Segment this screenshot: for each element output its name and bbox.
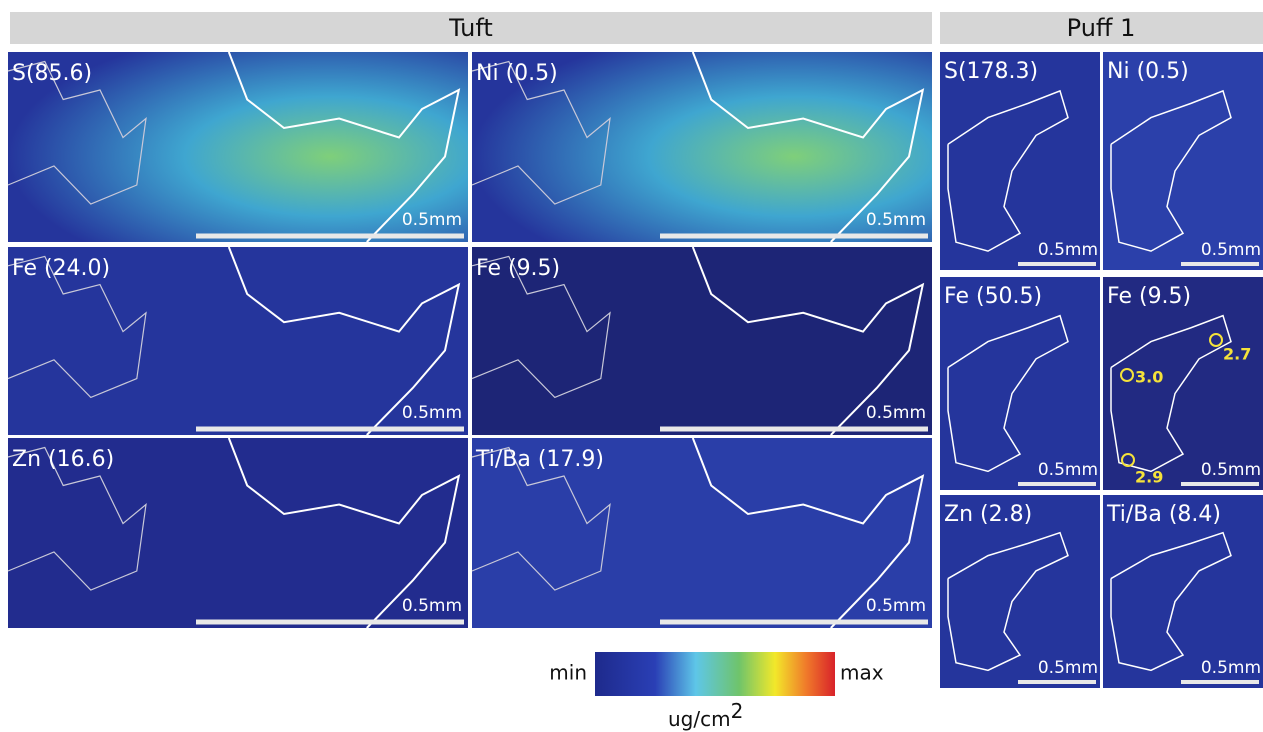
panel-label: Fe (9.5) [476,256,560,281]
unit: ug/cm [668,707,731,731]
panel-label: Ni (0.5) [476,61,558,86]
annotation-label: 2.7 [1223,345,1251,364]
panel-label: Zn (2.8) [944,502,1032,527]
figure: Tuft Puff 1 min max ug/cm2 S(85.6) 0.5mm N… [0,0,1263,732]
colorbar-min: min [549,661,587,685]
map-panel [1103,52,1263,270]
annotation-label: 3.0 [1135,368,1163,387]
scale-label: 0.5mm [1201,240,1261,260]
panel-label: Fe (24.0) [12,256,110,281]
panel-label: Ni (0.5) [1107,59,1189,84]
scale-label: 0.5mm [402,210,462,230]
header-title: Tuft [448,14,493,42]
scale-label: 0.5mm [1201,658,1261,678]
unit-exponent: 2 [731,699,744,723]
map-panel [940,52,1100,270]
header-title: Puff 1 [1067,14,1136,42]
panel-label: Ti/Ba (8.4) [1106,502,1221,527]
annotation-label: 2.9 [1135,468,1163,487]
scale-label: 0.5mm [402,596,462,616]
panel-label: Fe (50.5) [944,284,1042,309]
scale-label: 0.5mm [866,210,926,230]
colorbar-max: max [840,661,884,685]
scale-label: 0.5mm [1038,460,1098,480]
scale-label: 0.5mm [1201,460,1261,480]
scale-label: 0.5mm [866,596,926,616]
panel-label: Fe (9.5) [1107,284,1191,309]
panel-label: Ti/Ba (17.9) [475,447,604,472]
colorbar-unit: ug/cm2 [668,699,743,731]
scale-label: 0.5mm [866,403,926,423]
colorbar [595,652,835,696]
scale-label: 0.5mm [1038,240,1098,260]
scale-label: 0.5mm [1038,658,1098,678]
panel-label: S(178.3) [944,59,1038,84]
panel-label: Zn (16.6) [12,447,114,472]
panel-label: S(85.6) [12,61,92,86]
scale-label: 0.5mm [402,403,462,423]
